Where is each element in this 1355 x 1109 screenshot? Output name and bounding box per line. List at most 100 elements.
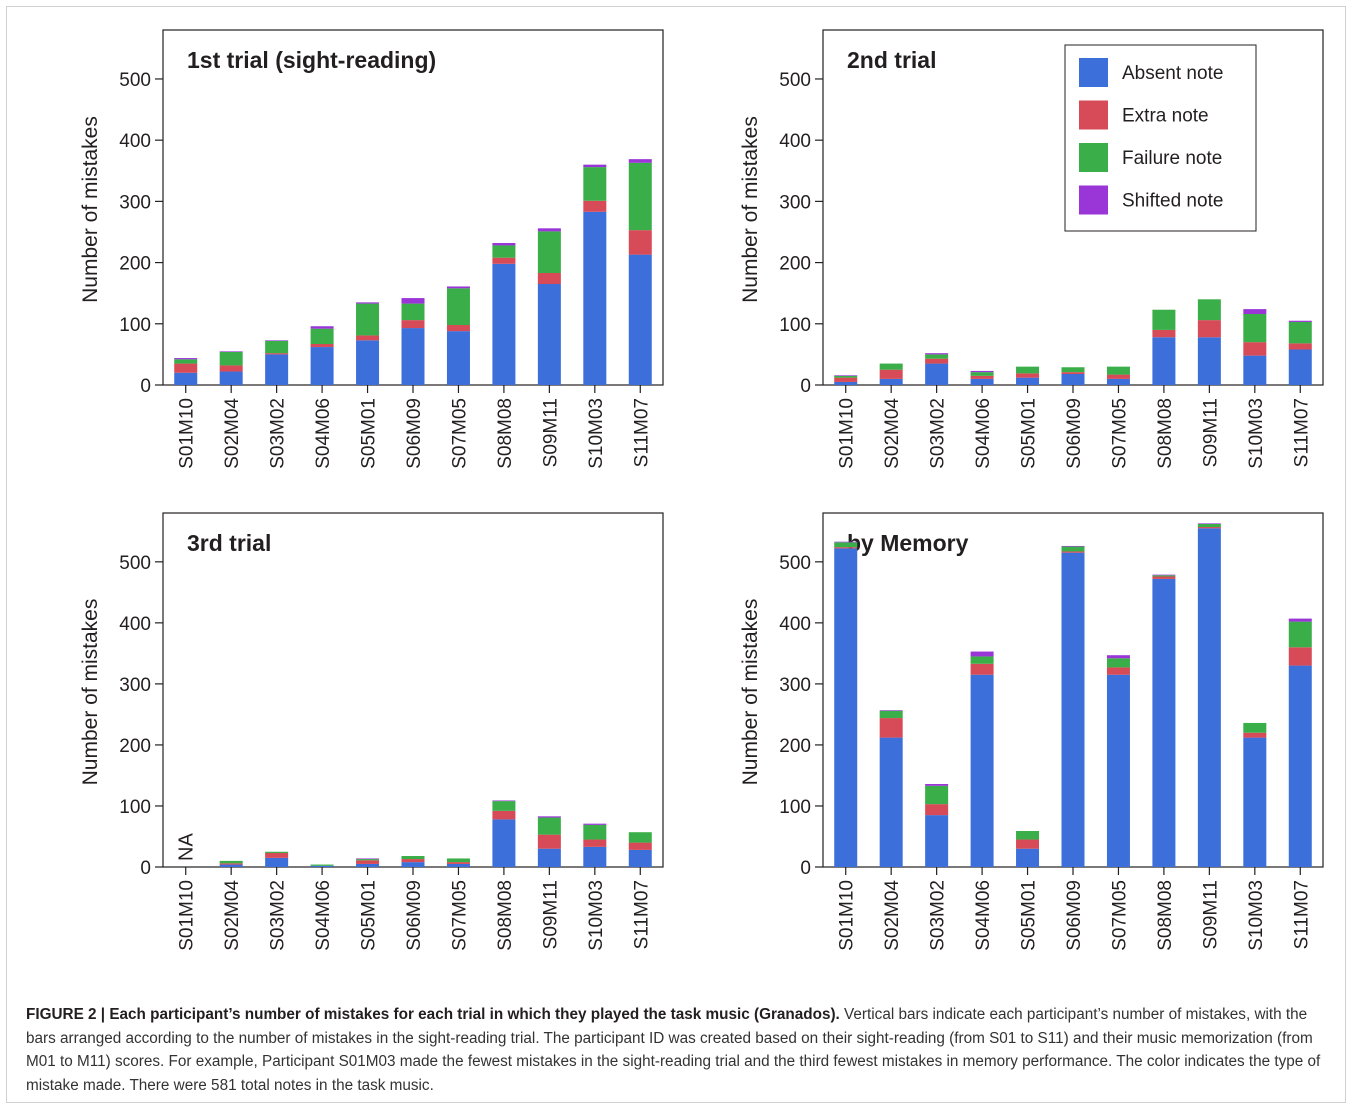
bar-segment-extra-note-s04m06	[310, 343, 334, 348]
bar-segment-shifted-note-s07m05	[446, 286, 470, 289]
x-tick-label: S10M03	[586, 398, 607, 469]
y-axis-label: Number of mistakes	[739, 599, 762, 786]
chart-title: 3rd trial	[187, 530, 271, 556]
bar-segment-shifted-note-s10m03	[583, 164, 607, 168]
bar-segment-extra-note-s08m08	[1152, 329, 1176, 338]
y-tick-label: 0	[140, 376, 151, 397]
bar-segment-shifted-note-s08m08	[492, 243, 516, 246]
bar-segment-failure-note-s11m07	[628, 162, 652, 231]
bar-segment-failure-note-s07m05	[1106, 658, 1130, 668]
bar-segment-shifted-note-s07m05	[1106, 655, 1130, 659]
bar-segment-shifted-note-s09m11	[537, 816, 561, 818]
bar-segment-shifted-note-s01m10	[174, 358, 198, 360]
y-tick-label: 0	[140, 858, 151, 879]
bar-segment-extra-note-s09m11	[1197, 320, 1221, 338]
x-tick-label: S06M09	[404, 398, 425, 469]
chart-panel-2nd-trial: 0 100 200 300 400 500 Number of mistakes 2nd tr…	[739, 29, 1324, 469]
bar-segment-absent-note-s08m08	[1152, 578, 1176, 867]
plot-frame	[162, 512, 664, 868]
x-tick-label: S04M06	[973, 398, 994, 469]
chart-panel-1st-trial: 0 100 200 300 400 500 Number of mistakes 1st tr…	[79, 29, 664, 469]
bar-segment-failure-note-s03m02	[265, 851, 289, 853]
bar-segment-absent-note-s07m05	[1106, 378, 1130, 385]
bar-segment-shifted-note-s06m09	[401, 298, 425, 304]
x-tick-label: S05M01	[1019, 398, 1040, 469]
bar-segment-shifted-note-s11m07	[628, 159, 652, 163]
bar-segment-absent-note-s08m08	[1152, 337, 1176, 385]
y-axis-label: Number of mistakes	[79, 116, 102, 303]
bar-segment-extra-note-s01m10	[834, 377, 858, 382]
bar-segment-absent-note-s03m02	[265, 354, 289, 385]
bar-segment-failure-note-s10m03	[1243, 314, 1267, 343]
x-tick-label: S03M02	[268, 398, 289, 469]
y-tick-label: 500	[119, 70, 151, 91]
bar-segment-failure-note-s01m10	[834, 542, 858, 548]
bar-segment-failure-note-s05m01	[356, 303, 380, 336]
y-tick-label: 300	[779, 192, 811, 213]
x-tick-label: S02M04	[882, 880, 903, 951]
x-tick-label: S03M02	[928, 880, 949, 951]
bar-segment-absent-note-s01m10	[174, 372, 198, 385]
bar-segment-absent-note-s10m03	[1243, 355, 1267, 385]
bar-segment-absent-note-s02m04	[219, 864, 243, 867]
bar-segment-extra-note-s01m10	[834, 547, 858, 549]
bar-segment-shifted-note-s09m11	[1197, 523, 1221, 524]
bar-segment-failure-note-s04m06	[970, 656, 994, 664]
bar-segment-absent-note-s06m09	[401, 862, 425, 867]
x-tick-label: S10M03	[1246, 398, 1267, 469]
bar-segment-shifted-note-s09m11	[537, 228, 561, 232]
bar-segment-extra-note-s02m04	[219, 365, 243, 372]
y-tick-label: 400	[779, 131, 811, 152]
bar-segment-extra-note-s10m03	[1243, 342, 1267, 356]
bar-segment-extra-note-s02m04	[879, 718, 903, 738]
bar-segment-extra-note-s08m08	[492, 257, 516, 264]
bar-segment-extra-note-s07m05	[1106, 374, 1130, 379]
bar-segment-absent-note-s07m05	[446, 863, 470, 867]
bar-segment-absent-note-s02m04	[879, 737, 903, 867]
bar-segment-extra-note-s09m11	[1197, 527, 1221, 529]
y-tick-label: 300	[119, 192, 151, 213]
bar-segment-extra-note-s10m03	[583, 200, 607, 212]
bar-segment-failure-note-s08m08	[1152, 309, 1176, 330]
bar-segment-shifted-note-s04m06	[310, 326, 334, 329]
x-tick-label: S01M10	[177, 880, 198, 951]
bar-segment-absent-note-s06m09	[401, 328, 425, 385]
y-axis-label: Number of mistakes	[739, 116, 762, 303]
bar-segment-absent-note-s11m07	[628, 254, 652, 385]
bar-segment-extra-note-s03m02	[265, 852, 289, 858]
bar-segment-extra-note-s05m01	[356, 335, 380, 341]
x-tick-label: S05M01	[1019, 880, 1040, 951]
bar-segment-failure-note-s04m06	[310, 864, 334, 866]
x-tick-label: S09M11	[540, 398, 561, 467]
x-tick-label: S08M08	[495, 880, 516, 951]
y-tick-label: 100	[119, 797, 151, 818]
x-tick-label: S02M04	[882, 398, 903, 469]
bar-segment-absent-note-s09m11	[1197, 337, 1221, 385]
x-tick-label: S06M09	[404, 880, 425, 951]
x-tick-label: S01M10	[837, 880, 858, 951]
na-label: NA	[176, 833, 198, 861]
x-tick-label: S09M11	[1200, 398, 1221, 467]
y-tick-label: 100	[779, 797, 811, 818]
bar-segment-shifted-note-s11m07	[1288, 618, 1312, 622]
bar-segment-failure-note-s06m09	[401, 856, 425, 860]
bar-segment-absent-note-s04m06	[970, 378, 994, 385]
x-tick-label: S11M07	[1291, 398, 1312, 467]
bar-segment-extra-note-s02m04	[219, 863, 243, 865]
bar-segment-absent-note-s11m07	[628, 849, 652, 867]
y-tick-label: 300	[119, 675, 151, 696]
bar-segment-failure-note-s02m04	[219, 860, 243, 864]
y-tick-label: 400	[779, 614, 811, 635]
x-tick-label: S10M03	[586, 880, 607, 951]
bar-segment-extra-note-s11m07	[628, 842, 652, 850]
bar-segment-absent-note-s02m04	[219, 371, 243, 385]
x-tick-label: S06M09	[1064, 398, 1085, 469]
caption-bold: FIGURE 2 | Each participant’s number of …	[26, 1006, 840, 1023]
bar-segment-failure-note-s06m09	[401, 303, 425, 321]
bar-segment-shifted-note-s05m01	[356, 302, 380, 304]
y-tick-label: 400	[119, 614, 151, 635]
chart-title: 2nd trial	[847, 47, 936, 73]
bar-segment-failure-note-s08m08	[492, 245, 516, 258]
legend-label-absent: Absent note	[1122, 63, 1223, 84]
bar-segment-shifted-note-s03m02	[265, 340, 289, 341]
